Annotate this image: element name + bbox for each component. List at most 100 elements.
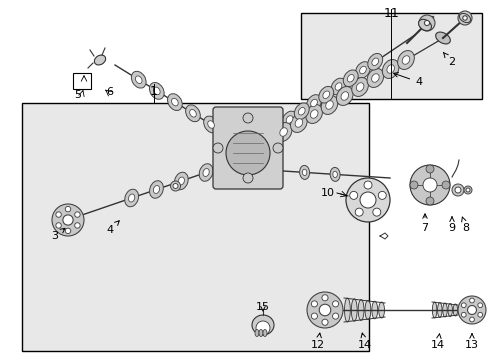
- Text: 13: 13: [464, 334, 478, 350]
- Ellipse shape: [128, 194, 135, 202]
- Circle shape: [311, 301, 317, 307]
- Ellipse shape: [382, 59, 398, 78]
- Ellipse shape: [371, 58, 378, 66]
- Circle shape: [243, 173, 252, 183]
- Ellipse shape: [207, 121, 214, 128]
- Ellipse shape: [452, 304, 457, 316]
- Ellipse shape: [189, 109, 196, 117]
- Circle shape: [349, 192, 357, 199]
- Ellipse shape: [366, 68, 383, 87]
- Ellipse shape: [131, 71, 146, 88]
- Circle shape: [75, 223, 80, 228]
- Ellipse shape: [310, 99, 317, 107]
- Ellipse shape: [447, 303, 451, 316]
- Circle shape: [56, 212, 61, 217]
- Circle shape: [321, 295, 327, 301]
- Ellipse shape: [318, 86, 333, 103]
- Ellipse shape: [340, 92, 348, 100]
- Ellipse shape: [310, 110, 317, 118]
- Ellipse shape: [397, 50, 413, 69]
- Ellipse shape: [435, 32, 449, 44]
- Circle shape: [332, 301, 338, 307]
- Ellipse shape: [367, 53, 382, 70]
- Circle shape: [457, 11, 471, 25]
- Ellipse shape: [371, 74, 378, 82]
- Circle shape: [321, 319, 327, 325]
- Ellipse shape: [149, 82, 164, 99]
- Circle shape: [311, 313, 317, 319]
- Ellipse shape: [153, 185, 159, 193]
- Circle shape: [65, 228, 71, 234]
- Ellipse shape: [332, 171, 337, 177]
- Circle shape: [63, 215, 73, 225]
- Circle shape: [65, 206, 71, 212]
- Circle shape: [418, 15, 434, 31]
- FancyBboxPatch shape: [213, 107, 283, 189]
- Bar: [73, 73, 91, 89]
- Circle shape: [75, 212, 80, 217]
- Ellipse shape: [325, 101, 333, 109]
- Circle shape: [468, 317, 473, 322]
- Text: 5: 5: [74, 90, 81, 100]
- Text: 6: 6: [106, 87, 113, 97]
- Ellipse shape: [282, 111, 296, 128]
- Ellipse shape: [174, 172, 188, 190]
- Ellipse shape: [329, 167, 339, 181]
- Text: 11: 11: [383, 7, 398, 20]
- Circle shape: [463, 186, 471, 194]
- Text: 12: 12: [310, 333, 325, 350]
- Ellipse shape: [299, 165, 309, 179]
- Circle shape: [56, 223, 61, 228]
- Ellipse shape: [94, 55, 105, 65]
- Circle shape: [441, 181, 449, 189]
- Ellipse shape: [346, 75, 353, 82]
- Ellipse shape: [153, 87, 160, 95]
- Ellipse shape: [305, 104, 322, 123]
- Ellipse shape: [302, 169, 306, 176]
- Circle shape: [477, 312, 482, 317]
- Text: 2: 2: [443, 53, 454, 67]
- Text: 10: 10: [320, 188, 334, 198]
- Text: 1: 1: [150, 85, 158, 98]
- Ellipse shape: [386, 65, 394, 73]
- Ellipse shape: [203, 116, 218, 133]
- Ellipse shape: [356, 83, 363, 91]
- Circle shape: [52, 204, 84, 236]
- Circle shape: [454, 187, 460, 193]
- Ellipse shape: [178, 177, 184, 185]
- Ellipse shape: [275, 122, 291, 141]
- Circle shape: [409, 165, 449, 205]
- Ellipse shape: [322, 91, 329, 99]
- Circle shape: [425, 165, 433, 173]
- Circle shape: [409, 181, 417, 189]
- Ellipse shape: [459, 13, 469, 23]
- Ellipse shape: [185, 105, 200, 122]
- Ellipse shape: [294, 103, 308, 120]
- Ellipse shape: [371, 301, 377, 319]
- Circle shape: [477, 303, 482, 307]
- Text: 9: 9: [447, 217, 455, 233]
- Circle shape: [451, 184, 463, 196]
- Ellipse shape: [298, 108, 305, 115]
- Ellipse shape: [254, 329, 259, 337]
- Circle shape: [354, 208, 363, 216]
- Ellipse shape: [334, 83, 341, 90]
- Text: 7: 7: [421, 214, 427, 233]
- Ellipse shape: [402, 56, 409, 64]
- Ellipse shape: [306, 95, 321, 111]
- Ellipse shape: [149, 181, 163, 198]
- Ellipse shape: [418, 19, 430, 31]
- Circle shape: [372, 208, 380, 216]
- Text: 14: 14: [357, 333, 371, 350]
- Ellipse shape: [336, 86, 352, 105]
- Text: 14: 14: [430, 334, 444, 350]
- Circle shape: [243, 113, 252, 123]
- Ellipse shape: [171, 98, 178, 106]
- Ellipse shape: [285, 116, 292, 123]
- Ellipse shape: [199, 164, 213, 181]
- Ellipse shape: [442, 303, 447, 317]
- Circle shape: [468, 298, 473, 303]
- Circle shape: [363, 181, 371, 189]
- Ellipse shape: [321, 95, 337, 114]
- Ellipse shape: [290, 113, 306, 132]
